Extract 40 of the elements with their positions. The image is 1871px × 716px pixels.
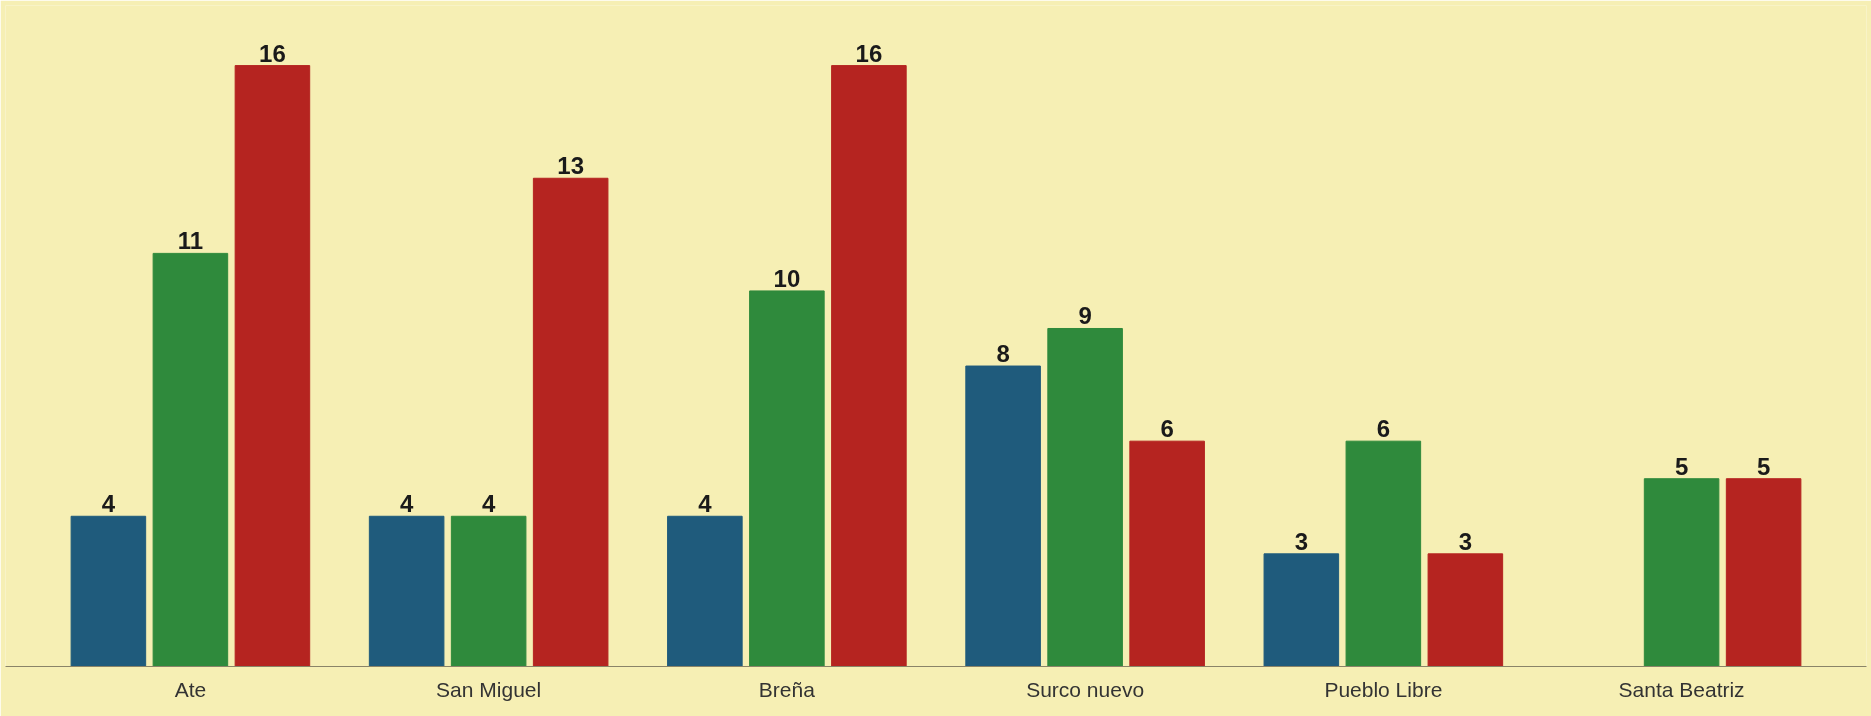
bar bbox=[1643, 478, 1720, 667]
data-label: 3 bbox=[1458, 527, 1473, 555]
bar bbox=[1129, 440, 1205, 667]
data-label: 8 bbox=[996, 340, 1010, 368]
data-label: 4 bbox=[101, 490, 116, 518]
bar bbox=[965, 365, 1041, 667]
data-label: 5 bbox=[1674, 452, 1689, 480]
bar bbox=[70, 515, 147, 667]
bar bbox=[1345, 440, 1422, 667]
bar bbox=[152, 252, 229, 667]
x-tick-label: Surco nuevo bbox=[1026, 677, 1145, 701]
data-label: 10 bbox=[773, 264, 801, 292]
x-tick-label: San Miguel bbox=[436, 677, 542, 701]
data-label: 16 bbox=[259, 39, 286, 67]
data-label: 16 bbox=[855, 39, 883, 67]
data-label: 6 bbox=[1160, 415, 1174, 443]
data-label: 3 bbox=[1294, 527, 1309, 555]
bar bbox=[749, 290, 825, 667]
bar bbox=[368, 515, 445, 667]
data-label: 4 bbox=[481, 490, 496, 518]
data-label: 11 bbox=[177, 227, 204, 255]
bar bbox=[1047, 327, 1123, 667]
bar bbox=[1263, 553, 1340, 667]
bar bbox=[1427, 553, 1504, 667]
bar bbox=[234, 65, 311, 667]
bar bbox=[1725, 478, 1802, 667]
x-tick-label: Breña bbox=[758, 677, 816, 701]
x-tick-label: Pueblo Libre bbox=[1324, 677, 1443, 701]
bar bbox=[450, 515, 527, 667]
data-label: 9 bbox=[1078, 302, 1092, 330]
data-label: 5 bbox=[1756, 452, 1771, 480]
bar bbox=[532, 177, 609, 667]
bar bbox=[831, 65, 907, 667]
data-label: 4 bbox=[698, 490, 713, 518]
x-tick-label: Ate bbox=[174, 677, 207, 701]
bar bbox=[667, 515, 743, 667]
data-label: 4 bbox=[399, 490, 414, 518]
x-tick-label: Santa Beatriz bbox=[1618, 677, 1745, 701]
data-label: 13 bbox=[557, 152, 585, 180]
data-label: 6 bbox=[1376, 415, 1391, 443]
